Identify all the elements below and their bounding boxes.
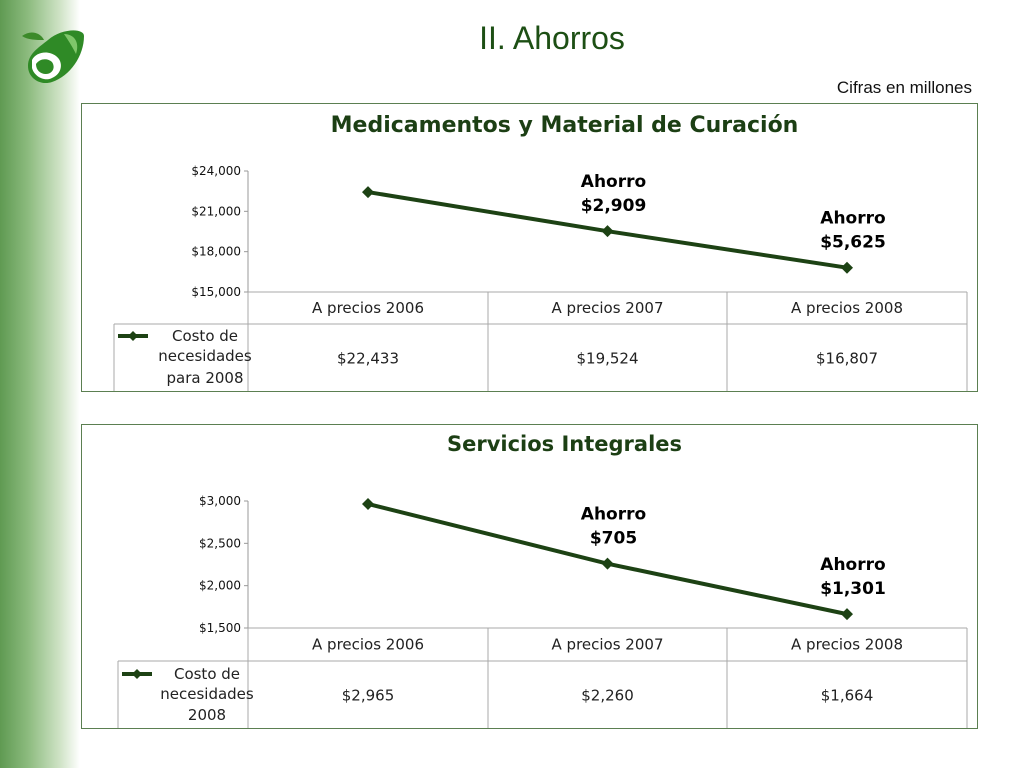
chart-title: Servicios Integrales: [447, 432, 682, 456]
savings-annotation: $5,625: [820, 233, 886, 253]
y-tick-label: $15,000: [191, 285, 241, 299]
data-point: [601, 557, 614, 570]
data-table-value: $16,807: [816, 350, 878, 368]
savings-annotation: Ahorro: [581, 172, 646, 192]
legend-marker: [128, 331, 138, 341]
data-table-value: $1,664: [821, 687, 874, 705]
category-label: A precios 2007: [552, 299, 664, 317]
legend-label: 2008: [188, 706, 226, 724]
leaf-logo-icon: [22, 30, 84, 84]
slide-title: II. Ahorros: [479, 20, 625, 56]
chart-panel-servicios: Servicios Integrales $1,500 $2,000 $2,500 $3…: [81, 424, 978, 729]
data-table-value: $2,260: [581, 687, 634, 705]
y-tick-label: $24,000: [191, 164, 241, 178]
category-label: A precios 2007: [552, 636, 664, 654]
legend-label: Costo de: [174, 665, 240, 683]
data-table-value: $19,524: [576, 350, 638, 368]
chart-panel-medicamentos: Medicamentos y Material de Curación $15,0…: [81, 103, 978, 392]
legend-label: para 2008: [166, 369, 243, 387]
y-tick-label: $1,500: [199, 621, 241, 635]
savings-annotation: Ahorro: [581, 505, 646, 525]
chart-medicamentos: Medicamentos y Material de Curación $15,0…: [113, 113, 968, 391]
data-point: [841, 261, 853, 274]
category-label: A precios 2008: [791, 299, 903, 317]
data-table-value: $2,965: [342, 687, 395, 705]
chart-title: Medicamentos y Material de Curación: [331, 113, 799, 138]
y-tick-label: $18,000: [191, 245, 241, 259]
category-label: A precios 2006: [312, 299, 424, 317]
legend-label: necesidades: [160, 685, 254, 703]
y-tick-label: $3,000: [199, 494, 241, 508]
legend-label: necesidades: [158, 347, 252, 365]
data-point: [841, 608, 853, 621]
units-note: Cifras en millones: [836, 78, 972, 97]
y-tick-label: $21,000: [191, 204, 241, 218]
legend-label: Costo de: [172, 327, 238, 345]
savings-annotation: $1,301: [820, 579, 886, 599]
data-table-value: $22,433: [337, 350, 399, 368]
data-point: [601, 225, 614, 238]
savings-annotation: $705: [590, 529, 637, 549]
y-tick-label: $2,000: [199, 579, 241, 593]
data-point: [362, 497, 374, 510]
savings-annotation: $2,909: [581, 196, 647, 216]
chart-servicios: Servicios Integrales $1,500 $2,000 $2,500 $3…: [117, 432, 968, 728]
data-point: [362, 186, 374, 199]
savings-annotation: Ahorro: [820, 209, 885, 229]
savings-annotation: Ahorro: [820, 555, 885, 575]
category-label: A precios 2008: [791, 636, 903, 654]
category-label: A precios 2006: [312, 636, 424, 654]
legend-marker: [132, 669, 142, 679]
side-gradient-band: [0, 0, 80, 768]
y-tick-label: $2,500: [199, 536, 241, 550]
